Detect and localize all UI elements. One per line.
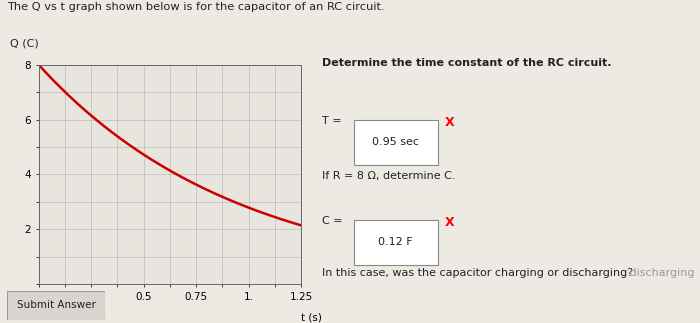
Text: t (s): t (s) [301, 313, 322, 323]
Text: Submit Answer: Submit Answer [17, 300, 95, 310]
Text: X: X [444, 216, 454, 229]
Text: discharging: discharging [626, 268, 695, 278]
FancyBboxPatch shape [7, 291, 105, 320]
FancyBboxPatch shape [354, 120, 438, 165]
Text: In this case, was the capacitor charging or discharging?: In this case, was the capacitor charging… [322, 268, 633, 278]
Text: 0.12 F: 0.12 F [378, 237, 413, 247]
Text: C =: C = [322, 216, 346, 226]
Text: The Q vs t graph shown below is for the capacitor of an RC circuit.: The Q vs t graph shown below is for the … [7, 2, 384, 12]
Text: Determine the time constant of the RC circuit.: Determine the time constant of the RC ci… [322, 58, 612, 68]
FancyBboxPatch shape [354, 220, 438, 265]
Text: X: X [444, 116, 454, 129]
Text: T =: T = [322, 116, 345, 126]
Text: 0.95 sec: 0.95 sec [372, 137, 419, 147]
Text: Q (C): Q (C) [10, 39, 39, 49]
Text: If R = 8 Ω, determine C.: If R = 8 Ω, determine C. [322, 171, 456, 181]
